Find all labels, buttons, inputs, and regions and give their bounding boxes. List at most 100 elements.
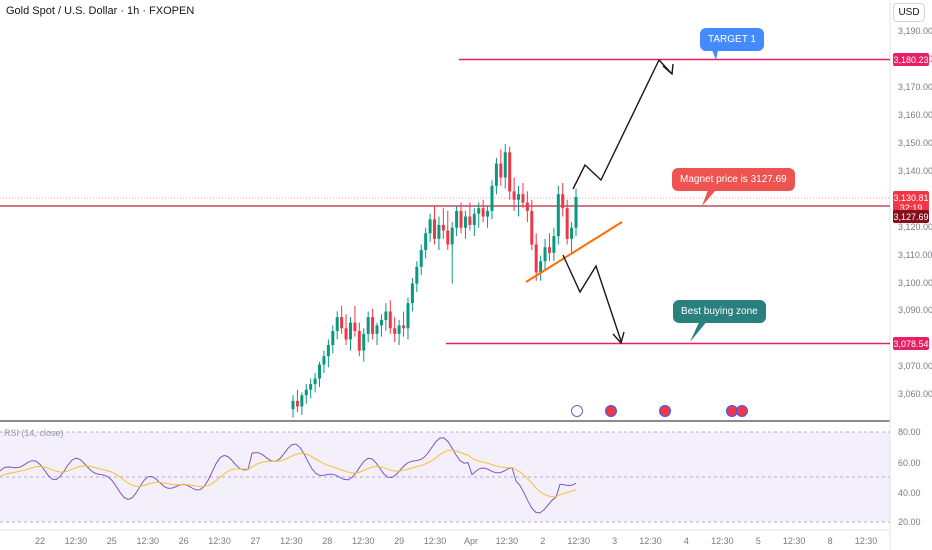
time-tick-label: 8 — [827, 536, 833, 546]
magnet-callout[interactable]: Magnet price is 3127.69 — [672, 168, 795, 191]
candle-body — [450, 227, 454, 245]
price-tick-label: 3,140.00 — [898, 165, 932, 176]
candle-body — [340, 317, 344, 329]
event-icons — [571, 405, 748, 417]
candle-body — [410, 283, 414, 304]
candle-body — [326, 345, 330, 357]
candle-body — [393, 328, 397, 334]
price-tick-label: 3,120.00 — [898, 221, 932, 232]
magnet-callout-text: Magnet price is 3127.69 — [680, 174, 787, 185]
support-trend-line[interactable] — [525, 221, 623, 283]
bullish-path-arrow[interactable] — [572, 59, 660, 190]
currency-button[interactable]: USD — [893, 3, 925, 22]
price-tick-label: 3,160.00 — [898, 109, 932, 120]
candle-body — [353, 322, 357, 332]
candle-body — [543, 247, 547, 262]
rsi-tick: 80.00 — [898, 427, 921, 437]
candle-body — [402, 325, 406, 329]
time-tick-label: 3 — [612, 536, 618, 546]
bullish-arrow-tail — [658, 59, 673, 75]
rsi-tick: 60.00 — [898, 458, 921, 468]
us-flag-event-icon[interactable] — [605, 405, 617, 417]
candle-body — [494, 163, 498, 186]
rsi-indicator-label[interactable]: RSI (14, close) — [4, 428, 64, 438]
candle-body — [539, 261, 543, 273]
candle-body — [397, 325, 401, 334]
time-tick-label: 12:30 — [423, 536, 447, 546]
rsi-line — [0, 437, 577, 514]
candle-body — [291, 400, 295, 410]
time-tick-label: 12:30 — [136, 536, 159, 546]
magnet-price-tag: 3,127.69 — [893, 210, 929, 223]
time-tick-label: 28 — [322, 536, 333, 546]
time-tick-label: 12:30 — [64, 536, 88, 546]
candle-body — [446, 230, 450, 245]
time-tick-label: 26 — [178, 536, 189, 546]
time-tick-label: 27 — [250, 536, 261, 546]
price-tick-label: 3,100.00 — [898, 277, 932, 288]
time-tick-label: 12:30 — [711, 536, 734, 546]
candle-body — [384, 311, 388, 320]
magnet-callout-pointer — [702, 190, 716, 206]
time-tick-label: 25 — [106, 536, 117, 546]
candle-body — [570, 227, 574, 239]
target-callout-pointer — [712, 50, 718, 60]
us-flag-event-icon[interactable] — [659, 405, 671, 417]
candle-body — [415, 266, 419, 284]
candle-body — [534, 244, 538, 273]
candle-body — [512, 191, 516, 200]
price-tick-label: 3,170.00 — [898, 82, 932, 93]
candle-body — [295, 400, 299, 407]
target-callout[interactable]: TARGET 1 — [700, 28, 764, 51]
candle-body — [468, 216, 472, 225]
current-price-tag: 3,130.81 — [893, 191, 929, 204]
time-tick-label: Apr — [463, 536, 478, 546]
candle-body — [437, 224, 441, 239]
candle-body — [322, 356, 326, 365]
candle-body — [521, 194, 525, 203]
candle-body — [406, 303, 410, 329]
lightning-event-icon[interactable] — [571, 405, 583, 417]
candle-body — [433, 219, 436, 239]
candle-body — [463, 216, 467, 228]
price-tick-label: 3,150.00 — [898, 137, 932, 148]
time-tick-label: 12:30 — [280, 536, 303, 546]
bearish-arrow-head — [612, 331, 625, 345]
buy-zone-callout[interactable]: Best buying zone — [673, 300, 766, 323]
candle-body — [477, 208, 481, 214]
us-flag-event-icon[interactable] — [726, 405, 738, 417]
candle-body — [517, 194, 521, 200]
candle-body — [459, 210, 463, 228]
candle-body — [309, 384, 313, 390]
rsi-moving-average — [0, 449, 577, 498]
us-flag-event-icon[interactable] — [736, 405, 748, 417]
candle-body — [318, 364, 322, 379]
candle-body — [424, 233, 428, 251]
candle-body — [525, 202, 529, 211]
target-price-tag: 3,180.23 — [893, 53, 929, 66]
candle-body — [335, 317, 339, 332]
chart-title: Gold Spot / U.S. Dollar · 1h · FXOPEN — [6, 5, 195, 17]
target-callout-text: TARGET 1 — [708, 34, 756, 45]
candle-body — [441, 224, 445, 231]
candle-body — [486, 210, 490, 217]
time-tick-label: 12:30 — [854, 536, 878, 546]
candles-group — [291, 143, 578, 418]
buy-zone-callout-text: Best buying zone — [681, 306, 758, 317]
rsi-tick: 40.00 — [898, 488, 921, 498]
candle-body — [565, 208, 569, 239]
bearish-path-arrow[interactable] — [562, 254, 622, 342]
time-tick-label: 12:30 — [495, 536, 519, 546]
candle-body — [556, 194, 560, 237]
candle-body — [388, 311, 392, 329]
candle-body — [472, 213, 476, 225]
time-tick-label: 12:30 — [351, 536, 375, 546]
time-tick-label: 12:30 — [782, 536, 806, 546]
candle-body — [379, 319, 383, 326]
candle-body — [503, 152, 507, 178]
time-tick-label: 29 — [394, 536, 405, 546]
candle-body — [530, 210, 534, 245]
candle-body — [344, 328, 348, 340]
